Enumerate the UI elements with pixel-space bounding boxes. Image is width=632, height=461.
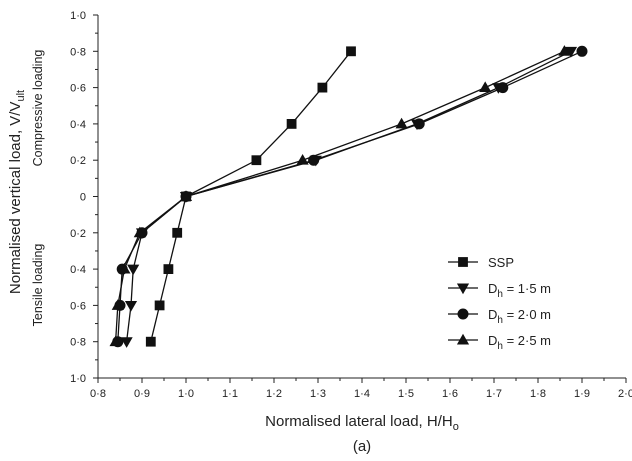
legend-label: Dh = 1·5 m bbox=[488, 281, 551, 300]
legend-label: SSP bbox=[488, 255, 514, 270]
data-point-square bbox=[317, 82, 328, 93]
y-tick-label: 1·0 bbox=[70, 373, 86, 385]
legend-marker bbox=[456, 283, 470, 295]
x-tick-label: 1·8 bbox=[530, 388, 546, 400]
data-point-square bbox=[346, 46, 356, 57]
series-line-triangle-down bbox=[125, 50, 572, 342]
y-axis-ticks: 1·0 0·8 0·6 0·4 0·2 0 0·2 0·4 0·6 0·8 1·0 bbox=[70, 10, 98, 385]
x-tick-label: 1·2 bbox=[266, 388, 282, 400]
legend-marker bbox=[458, 257, 468, 267]
x-tick-label: 1·1 bbox=[222, 388, 238, 400]
legend-label: Dh = 2·5 m bbox=[488, 333, 551, 352]
x-axis-label: Normalised lateral load, H/Ho bbox=[265, 413, 459, 433]
x-tick-label: 0·9 bbox=[134, 388, 150, 400]
data-point-square bbox=[172, 227, 183, 238]
x-tick-label: 1·5 bbox=[398, 388, 414, 400]
data-point-triangle-up bbox=[296, 153, 309, 165]
data-point-square bbox=[154, 300, 165, 311]
x-tick-label: 1·0 bbox=[178, 388, 194, 400]
data-point-circle bbox=[576, 45, 588, 57]
y-tick-label: 1·0 bbox=[70, 10, 86, 22]
axes bbox=[97, 15, 626, 379]
y-tick-label: 0·8 bbox=[70, 46, 86, 58]
data-point-square bbox=[163, 264, 174, 275]
figure-caption: (a) bbox=[353, 438, 371, 455]
data-point-circle bbox=[413, 118, 425, 130]
data-point-square bbox=[286, 119, 297, 129]
y-axis-label: Normalised vertical load, V/Vult bbox=[7, 90, 27, 294]
data-point-triangle-down bbox=[120, 337, 133, 348]
data-point-triangle-up bbox=[111, 299, 124, 310]
x-tick-label: 1·7 bbox=[486, 388, 502, 400]
x-tick-label: 1·6 bbox=[442, 388, 458, 400]
compressive-loading-label: Compressive loading bbox=[31, 50, 45, 167]
data-point-triangle-up bbox=[109, 335, 122, 347]
data-point-triangle-up bbox=[558, 45, 571, 56]
data-point-triangle-up bbox=[118, 262, 131, 274]
legend: SSP Dh = 1·5 m Dh = 2·0 m Dh = 2·5 m bbox=[448, 255, 551, 352]
data-point-circle bbox=[497, 82, 509, 94]
data-point-circle bbox=[308, 154, 320, 166]
data-point-square bbox=[145, 336, 156, 347]
data-point-triangle-up bbox=[479, 81, 492, 93]
y-tick-label: 0·6 bbox=[70, 83, 86, 95]
x-axis-ticks: 0·8 0·9 1·0 1·1 1·2 1·3 1·4 1·5 1·6 1·7 1·8 1·9 2·0 bbox=[90, 378, 632, 400]
y-tick-label: 0·6 bbox=[70, 300, 86, 312]
x-tick-label: 1·4 bbox=[354, 388, 370, 400]
legend-marker bbox=[457, 308, 469, 320]
data-point-triangle-up bbox=[395, 117, 408, 129]
y-tick-label: 0·8 bbox=[70, 337, 86, 349]
data-point-triangle-down bbox=[127, 264, 140, 276]
y-tick-label: 0·2 bbox=[70, 155, 86, 167]
x-tick-label: 2·0 bbox=[618, 388, 632, 400]
tensile-loading-label: Tensile loading bbox=[31, 244, 45, 327]
data-point-triangle-down bbox=[124, 300, 138, 312]
legend-marker bbox=[456, 333, 470, 345]
data-point-triangle-up bbox=[179, 190, 193, 201]
y-tick-label: 0 bbox=[80, 192, 86, 204]
legend-label: Dh = 2·0 m bbox=[488, 307, 551, 326]
data-point-triangle-up bbox=[133, 226, 146, 238]
y-tick-label: 0·2 bbox=[70, 228, 86, 240]
x-tick-label: 1·3 bbox=[310, 388, 326, 400]
x-tick-label: 0·8 bbox=[90, 388, 106, 400]
data-point-square bbox=[251, 155, 262, 166]
y-tick-label: 0·4 bbox=[70, 264, 86, 276]
x-tick-label: 1·9 bbox=[574, 388, 590, 400]
series-markers bbox=[109, 45, 588, 348]
y-tick-label: 0·4 bbox=[70, 119, 86, 131]
